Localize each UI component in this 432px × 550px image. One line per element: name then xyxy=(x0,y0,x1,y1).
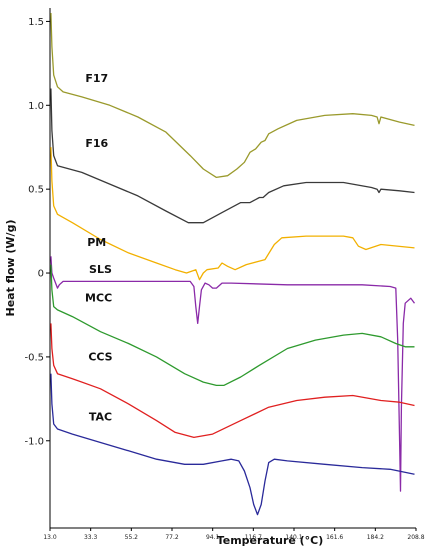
y-tick-label: 0 xyxy=(38,269,44,280)
x-tick-label: 116.7 xyxy=(245,534,262,541)
series-line-sls xyxy=(50,256,416,492)
x-tick-label: 208.8 xyxy=(407,534,424,541)
x-tick-label: 94.1 xyxy=(206,534,220,541)
y-tick-label: 1.0 xyxy=(28,101,44,112)
x-tick-label: 161.6 xyxy=(326,534,343,541)
series-line-ccs xyxy=(50,323,415,439)
series-label-mcc: MCC xyxy=(85,292,112,305)
y-tick-label: -1.0 xyxy=(24,436,44,447)
y-tick-label: -0.5 xyxy=(24,352,44,363)
series-line-tac xyxy=(50,373,415,516)
x-tick-label: 13.0 xyxy=(43,534,57,541)
series-label-f16: F16 xyxy=(85,137,108,150)
x-tick-label: 33.3 xyxy=(84,534,98,541)
x-axis-title: Temperature (°C) xyxy=(217,534,324,547)
x-tick-label: 184.2 xyxy=(367,534,384,541)
series-label-ccs: CCS xyxy=(88,350,112,363)
x-tick-label: 77.2 xyxy=(165,534,179,541)
x-tick-label: 140.1 xyxy=(285,534,302,541)
y-tick-label: 0.5 xyxy=(28,185,44,196)
y-tick-label: 1.5 xyxy=(28,17,44,28)
y-axis-title: Heat flow (W/g) xyxy=(4,220,17,317)
series-label-f17: F17 xyxy=(85,72,108,85)
series-line-mcc xyxy=(50,264,415,387)
series-label-pm: PM xyxy=(87,236,106,249)
series-line-f17 xyxy=(50,12,415,179)
series-label-tac: TAC xyxy=(89,411,112,424)
series-line-pm xyxy=(50,147,415,281)
x-tick-label: 55.2 xyxy=(125,534,139,541)
series-label-sls: SLS xyxy=(89,263,112,276)
series-line-f16 xyxy=(50,88,415,224)
